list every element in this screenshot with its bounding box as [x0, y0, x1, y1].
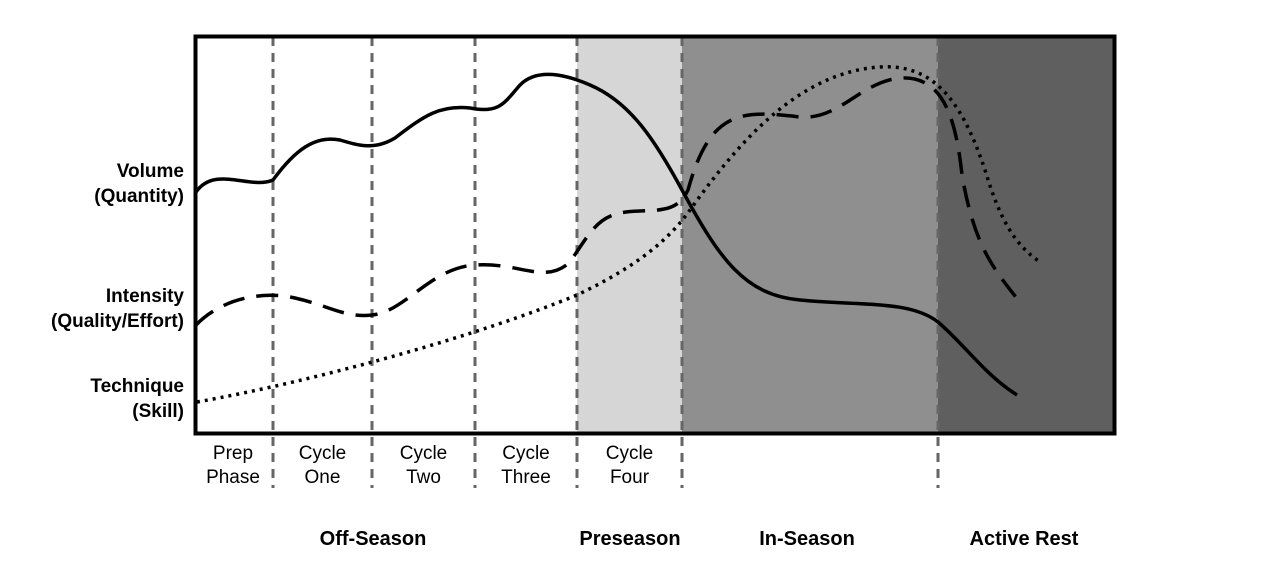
phase-cycle-three: Cycle Three: [477, 442, 575, 490]
volume-curve: [194, 72, 1018, 397]
phase-cycle-two-line1: Cycle: [399, 443, 448, 464]
volume-label-line1: Volume: [116, 161, 184, 182]
phase-cycle-four: Cycle Four: [579, 442, 680, 490]
volume-label-line2: (Quantity): [94, 186, 184, 207]
chart-frame: [193, 34, 1117, 436]
phase-cycle-four-line2: Four: [609, 467, 650, 488]
technique-label-line2: (Skill): [132, 401, 184, 422]
in-season-band: [682, 37, 938, 434]
phase-prep-line1: Prep: [212, 443, 254, 464]
phase-cycle-one-line1: Cycle: [298, 443, 347, 464]
phase-cycle-two: Cycle Two: [374, 442, 473, 490]
phase-cycle-one-line2: One: [304, 467, 341, 488]
phase-cycle-one: Cycle One: [275, 442, 370, 490]
phase-cycle-three-line1: Cycle: [502, 443, 550, 464]
season-in-season: In-Season: [759, 528, 855, 550]
season-active-rest: Active Rest: [969, 528, 1079, 550]
phase-cycle-three-line2: Three: [501, 467, 551, 488]
phase-prep-line2: Phase: [206, 467, 260, 488]
intensity-label: Intensity (Quality/Effort): [51, 284, 184, 334]
preseason-band: [577, 37, 682, 434]
phase-cycle-two-line2: Two: [406, 467, 441, 488]
volume-label: Volume (Quantity): [94, 159, 184, 209]
phase-dividers: [271, 37, 940, 488]
phase-cycle-four-line1: Cycle: [605, 443, 654, 464]
phase-prep: Prep Phase: [197, 442, 269, 490]
technique-label-line1: Technique: [90, 376, 184, 397]
technique-label: Technique (Skill): [90, 374, 184, 424]
season-off-season: Off-Season: [319, 528, 427, 550]
intensity-label-line2: (Quality/Effort): [51, 311, 184, 332]
season-preseason: Preseason: [579, 528, 681, 550]
intensity-label-line1: Intensity: [105, 286, 184, 307]
active-rest-band: [938, 37, 1114, 434]
intensity-curve: [194, 76, 1024, 327]
